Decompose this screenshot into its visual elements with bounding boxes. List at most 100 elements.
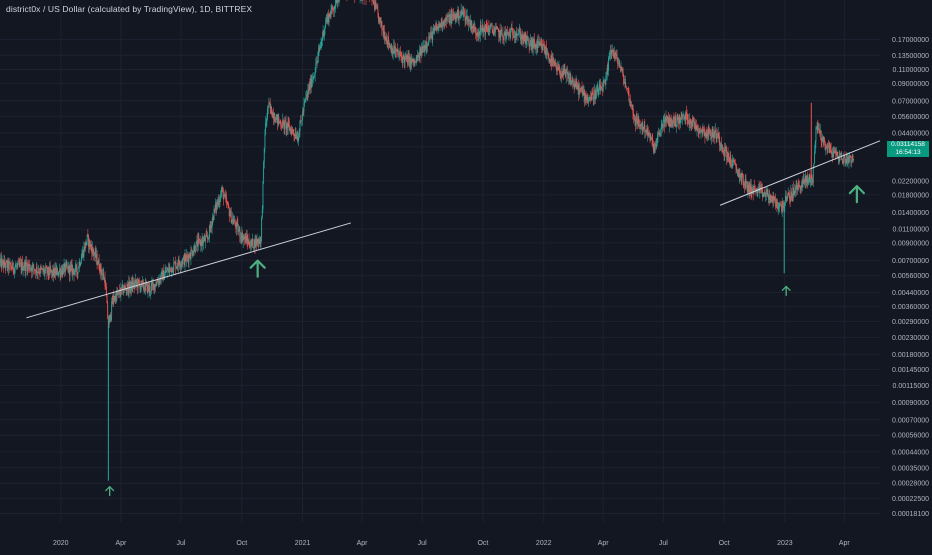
candle-body: [477, 33, 478, 35]
arrow-shape: [850, 186, 864, 202]
candle-body: [173, 271, 174, 273]
candle-body: [264, 148, 265, 162]
candle-body: [555, 63, 556, 65]
candle-body: [775, 198, 776, 200]
candle-body: [687, 120, 688, 121]
candle-body: [671, 121, 672, 122]
candle-body: [725, 146, 726, 150]
candle-body: [680, 118, 681, 123]
y-tick-label: 0.01800000: [892, 192, 929, 199]
candle-body: [325, 26, 326, 30]
candle-body: [813, 163, 814, 165]
candle-body: [527, 40, 528, 41]
candle-body: [249, 240, 250, 245]
candle-body: [9, 263, 10, 269]
candle-body: [777, 205, 778, 208]
candle-body: [176, 267, 177, 269]
candle-body: [205, 237, 206, 241]
candle-body: [579, 88, 580, 94]
candle-body: [611, 52, 612, 53]
candle-body: [502, 35, 503, 36]
candle-body: [319, 48, 320, 49]
candle-body: [238, 230, 239, 232]
candle-body: [299, 131, 300, 137]
candle-body: [609, 56, 610, 58]
candle-body: [463, 12, 464, 14]
candle-body: [548, 54, 549, 58]
candle-body: [261, 218, 262, 238]
arrow-shape: [251, 261, 265, 277]
candle-body: [317, 61, 318, 63]
candle-body: [311, 81, 312, 87]
candle-body: [381, 21, 382, 29]
candle-body: [264, 134, 265, 148]
candle-body: [533, 41, 534, 49]
candle-body: [763, 193, 764, 194]
candle-body: [15, 267, 16, 268]
candle-body: [78, 268, 79, 269]
candle-body: [73, 268, 74, 270]
candle-body: [334, 9, 335, 11]
candle-body: [303, 104, 304, 112]
candle-body: [140, 287, 141, 290]
candle-body: [623, 69, 624, 77]
candle-body: [660, 130, 661, 135]
candles: [0, 0, 854, 481]
candle-body: [735, 164, 736, 165]
candle-body: [560, 73, 561, 76]
candle-body: [271, 106, 272, 114]
candle-body: [155, 285, 156, 286]
candle-body: [280, 121, 281, 122]
candle-body: [322, 38, 323, 41]
candle-body: [139, 282, 140, 284]
up-arrow-icon: [850, 186, 864, 202]
candle-body: [11, 266, 12, 268]
last-price: 0.03114158: [887, 141, 929, 149]
grid: [0, 0, 880, 522]
candle-body: [592, 92, 593, 93]
y-tick-label: 0.00360000: [892, 304, 929, 311]
candle-body: [32, 266, 33, 272]
candle-body: [445, 18, 446, 19]
candle-body: [753, 186, 754, 193]
candle-body: [81, 255, 82, 259]
candle-body: [243, 238, 244, 241]
candle-body: [543, 44, 544, 45]
candle-body: [4, 261, 5, 266]
candle-body: [651, 137, 652, 138]
candle-body: [261, 237, 262, 243]
candle-body: [151, 286, 152, 292]
candle-body: [432, 31, 433, 40]
candle-body: [657, 138, 658, 144]
candle-body: [703, 130, 704, 132]
candle-body: [48, 267, 49, 274]
price-axis[interactable]: 0.170000000.135000000.110000000.09000000…: [892, 37, 929, 518]
candle-body: [720, 145, 721, 146]
candle-body: [312, 80, 313, 81]
candle-body: [821, 141, 822, 142]
candle-body: [273, 113, 274, 120]
candle-body: [41, 267, 42, 268]
y-tick-label: 0.01400000: [892, 210, 929, 217]
candle-body: [253, 248, 254, 249]
candle-body: [282, 120, 283, 127]
candle-body: [445, 18, 446, 26]
candle-body: [808, 180, 809, 183]
x-tick-label: Jul: [418, 540, 427, 547]
candle-body: [335, 0, 336, 6]
candle-body: [220, 194, 221, 200]
y-tick-label: 0.00022500: [892, 496, 929, 503]
x-tick-label: 2021: [295, 540, 311, 547]
candle-body: [842, 159, 843, 161]
candle-body: [107, 296, 108, 303]
candle-body: [486, 26, 487, 29]
candle-body: [58, 271, 59, 274]
candle-body: [10, 263, 11, 266]
x-tick-label: Oct: [719, 540, 730, 547]
candle-body: [66, 264, 67, 267]
candle-body: [628, 89, 629, 92]
candle-body: [214, 209, 215, 220]
